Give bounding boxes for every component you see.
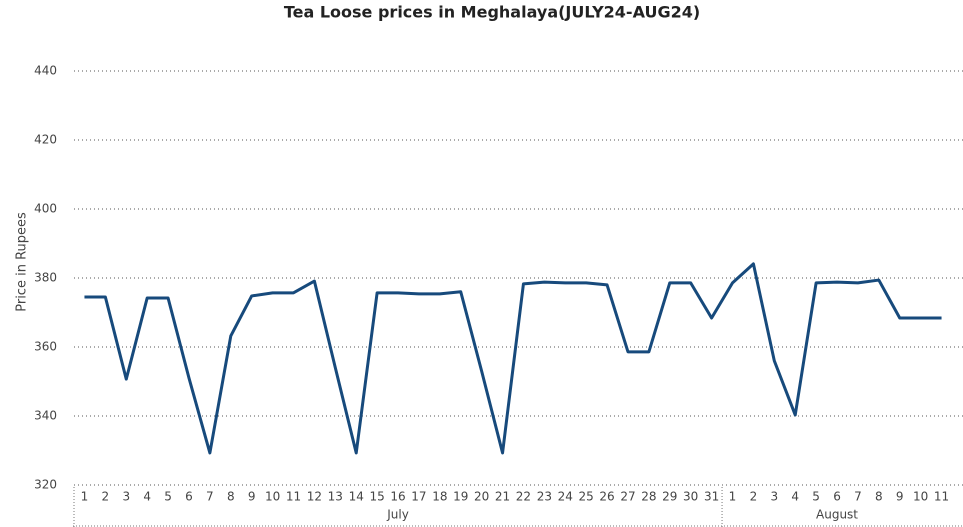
x-tick-label: 21 bbox=[495, 490, 510, 504]
x-tick-label: 3 bbox=[770, 490, 778, 504]
x-tick-label: 29 bbox=[662, 490, 677, 504]
y-tick-label: 380 bbox=[34, 271, 57, 285]
x-tick-label: 20 bbox=[474, 490, 489, 504]
y-tick-label: 320 bbox=[34, 478, 57, 492]
x-tick-label: 31 bbox=[704, 490, 719, 504]
x-tick-label: 15 bbox=[369, 490, 384, 504]
x-tick-label: 17 bbox=[411, 490, 426, 504]
x-tick-label: 28 bbox=[641, 490, 656, 504]
x-tick-label: 9 bbox=[896, 490, 904, 504]
x-tick-label: 2 bbox=[102, 490, 110, 504]
x-tick-label: 10 bbox=[913, 490, 928, 504]
x-tick-label: 13 bbox=[328, 490, 343, 504]
x-tick-label: 2 bbox=[750, 490, 758, 504]
y-tick-label: 440 bbox=[34, 64, 57, 78]
x-tick-label: 22 bbox=[516, 490, 531, 504]
x-tick-label: 1 bbox=[81, 490, 89, 504]
x-group-label: August bbox=[816, 508, 858, 522]
x-tick-label: 7 bbox=[854, 490, 862, 504]
price-line bbox=[84, 262, 942, 455]
x-tick-label: 4 bbox=[791, 490, 799, 504]
y-tick-label: 400 bbox=[34, 202, 57, 216]
x-tick-label: 4 bbox=[143, 490, 151, 504]
x-tick-label: 26 bbox=[599, 490, 614, 504]
x-tick-label: 8 bbox=[875, 490, 883, 504]
x-tick-label: 9 bbox=[248, 490, 256, 504]
x-tick-label: 27 bbox=[620, 490, 635, 504]
x-tick-label: 11 bbox=[934, 490, 949, 504]
x-tick-label: 19 bbox=[453, 490, 468, 504]
x-tick-label: 8 bbox=[227, 490, 235, 504]
x-tick-label: 6 bbox=[185, 490, 193, 504]
x-tick-label: 7 bbox=[206, 490, 214, 504]
x-tick-label: 16 bbox=[390, 490, 405, 504]
x-tick-label: 25 bbox=[579, 490, 594, 504]
x-group-label: July bbox=[386, 508, 409, 522]
chart-title: Tea Loose prices in Meghalaya(JULY24-AUG… bbox=[284, 3, 700, 22]
x-tick-label: 12 bbox=[307, 490, 322, 504]
x-tick-label: 5 bbox=[164, 490, 172, 504]
y-tick-label: 340 bbox=[34, 409, 57, 423]
x-tick-label: 14 bbox=[349, 490, 364, 504]
x-tick-label: 18 bbox=[432, 490, 447, 504]
x-tick-label: 6 bbox=[833, 490, 841, 504]
x-tick-label: 5 bbox=[812, 490, 820, 504]
x-tick-label: 3 bbox=[122, 490, 130, 504]
x-tick-label: 30 bbox=[683, 490, 698, 504]
x-tick-label: 10 bbox=[265, 490, 280, 504]
x-tick-label: 11 bbox=[286, 490, 301, 504]
x-tick-label: 23 bbox=[537, 490, 552, 504]
y-tick-label: 360 bbox=[34, 340, 57, 354]
x-tick-label: 1 bbox=[729, 490, 737, 504]
y-axis-title: Price in Rupees bbox=[15, 212, 30, 312]
x-tick-label: 24 bbox=[558, 490, 573, 504]
y-tick-label: 420 bbox=[34, 133, 57, 147]
